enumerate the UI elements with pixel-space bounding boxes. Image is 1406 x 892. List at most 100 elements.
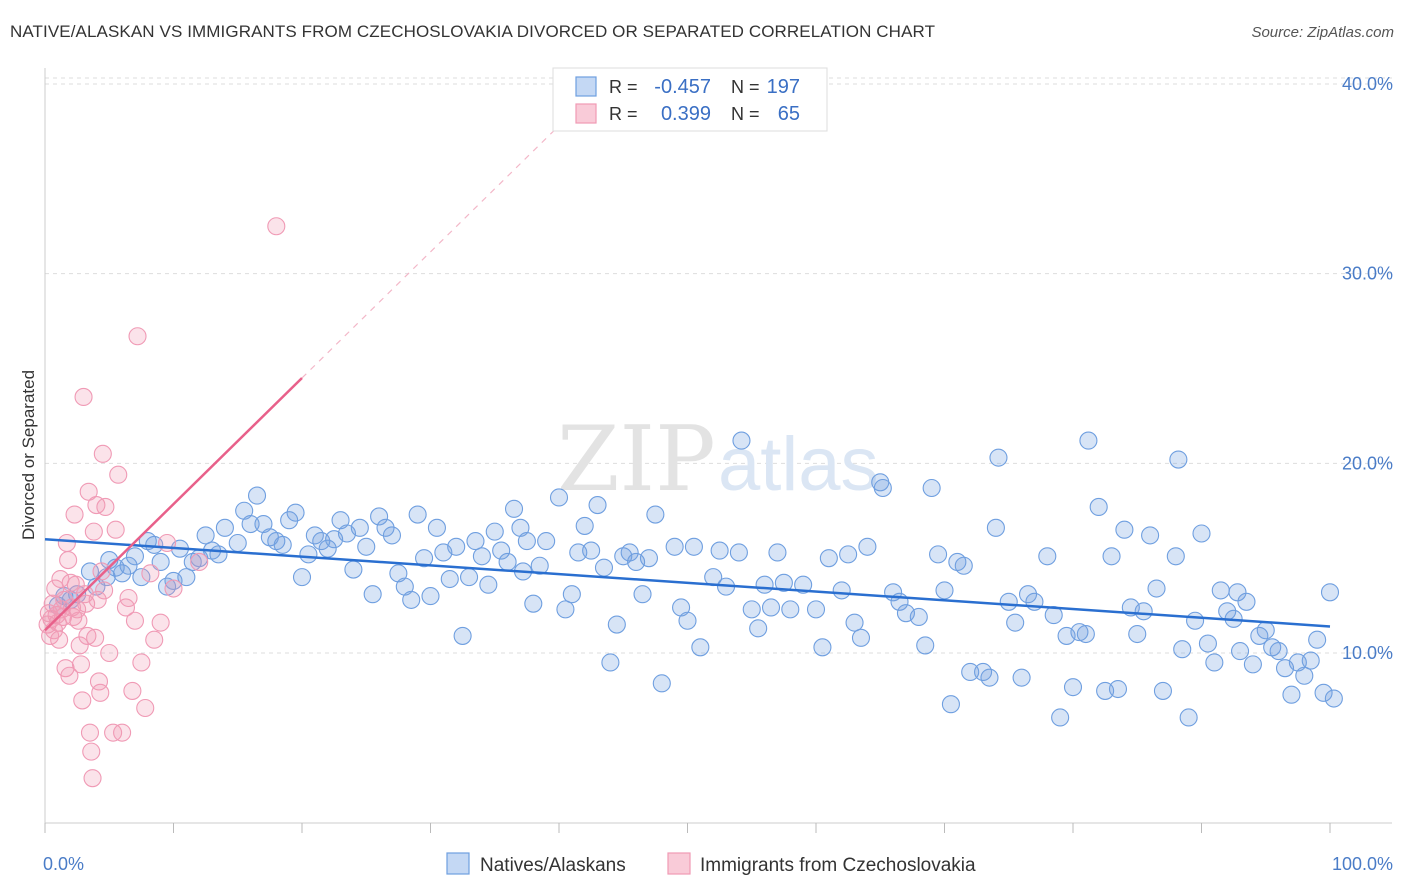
czech-point xyxy=(88,590,107,609)
czech-point xyxy=(164,579,183,598)
czech-point xyxy=(95,581,114,600)
watermark-zip: ZIP xyxy=(557,407,716,512)
stats-n-label-natives: N = xyxy=(731,77,760,97)
czech-point xyxy=(77,594,96,613)
native-point xyxy=(280,511,299,530)
native-point xyxy=(408,505,427,524)
native-point xyxy=(652,674,671,693)
bottom-legend-label-czech: Immigrants from Czechoslovakia xyxy=(700,855,976,876)
native-point xyxy=(633,585,652,604)
native-point xyxy=(1128,624,1147,644)
native-point xyxy=(639,549,659,568)
stats-r-value-natives: -0.457 xyxy=(654,76,711,98)
czech-point xyxy=(86,628,105,647)
native-point xyxy=(1320,583,1340,602)
czech-point xyxy=(59,551,78,570)
native-point xyxy=(209,545,228,564)
native-point xyxy=(1173,640,1192,659)
native-point xyxy=(691,638,710,657)
native-point xyxy=(594,558,614,577)
native-point xyxy=(1147,579,1166,598)
native-point xyxy=(1012,668,1031,687)
native-point xyxy=(909,607,928,627)
y-tick-label-10: 10.0% xyxy=(1342,643,1393,663)
native-point xyxy=(1228,583,1247,602)
native-point xyxy=(929,545,948,564)
native-point xyxy=(768,543,787,562)
native-point xyxy=(845,613,864,632)
trend-lines xyxy=(44,125,1331,632)
czech-point xyxy=(60,666,79,685)
native-point xyxy=(537,532,556,551)
native-point xyxy=(1038,547,1057,566)
native-point xyxy=(1301,651,1320,670)
native-point xyxy=(1166,547,1185,566)
native-point xyxy=(524,594,543,613)
czech-point xyxy=(80,723,100,742)
native-point xyxy=(922,478,941,498)
chart-source: Source: ZipAtlas.com xyxy=(1251,24,1394,41)
native-point xyxy=(832,581,851,600)
native-point xyxy=(549,488,569,507)
native-point xyxy=(935,581,954,600)
czech-point xyxy=(93,444,112,463)
native-point xyxy=(1018,585,1038,604)
trend-line-czech xyxy=(44,377,303,632)
czech-point xyxy=(125,611,144,630)
native-point xyxy=(562,585,581,604)
native-point xyxy=(1186,611,1205,630)
native-point xyxy=(665,537,684,556)
czech-point xyxy=(136,698,155,718)
bottom-legend-label-natives: Natives/Alaskans xyxy=(480,855,626,876)
x-tick-label-min: 0.0% xyxy=(43,854,84,874)
native-point xyxy=(1324,689,1343,708)
stats-legend-swatch-czech xyxy=(575,103,597,124)
native-point xyxy=(1063,678,1083,697)
czech-point xyxy=(151,613,170,632)
czech-point xyxy=(71,655,91,674)
native-point xyxy=(247,486,267,505)
watermark-atlas: atlas xyxy=(718,422,879,507)
native-point xyxy=(344,560,363,579)
native-point xyxy=(1256,621,1275,640)
native-point xyxy=(492,541,511,560)
native-point xyxy=(1089,497,1108,517)
stats-legend-swatch-natives xyxy=(575,76,597,97)
czech-point xyxy=(92,562,111,581)
czech-point xyxy=(73,691,92,710)
czech-point xyxy=(84,522,103,541)
native-point xyxy=(755,575,774,594)
native-point xyxy=(151,552,170,572)
native-point xyxy=(472,547,491,566)
czech-point xyxy=(128,327,147,346)
czech-point xyxy=(100,643,119,663)
native-point xyxy=(485,522,504,541)
native-point xyxy=(678,611,697,630)
native-point xyxy=(1070,623,1089,642)
native-point xyxy=(1108,679,1128,699)
native-point xyxy=(363,585,382,604)
native-point xyxy=(286,503,305,522)
czech-point xyxy=(141,564,160,583)
native-point xyxy=(119,556,138,575)
native-point xyxy=(415,549,434,568)
czech-point xyxy=(132,653,151,672)
native-point xyxy=(447,537,466,556)
czech-point xyxy=(96,497,115,517)
native-point xyxy=(986,518,1005,537)
native-point xyxy=(517,532,536,551)
native-point xyxy=(575,516,594,535)
native-point xyxy=(504,499,524,518)
czech-point xyxy=(190,552,209,572)
native-point xyxy=(215,518,234,537)
native-point xyxy=(732,431,751,450)
stats-legend-frame xyxy=(552,67,828,132)
native-point xyxy=(819,549,838,568)
y-tick-labels: 10.0% 20.0% 30.0% 40.0% xyxy=(1342,74,1393,663)
bottom-legend: Natives/Alaskans Immigrants from Czechos… xyxy=(446,852,976,876)
series-czech xyxy=(38,217,286,788)
native-point xyxy=(813,638,832,657)
native-point xyxy=(228,533,247,553)
czech-point xyxy=(145,630,164,649)
